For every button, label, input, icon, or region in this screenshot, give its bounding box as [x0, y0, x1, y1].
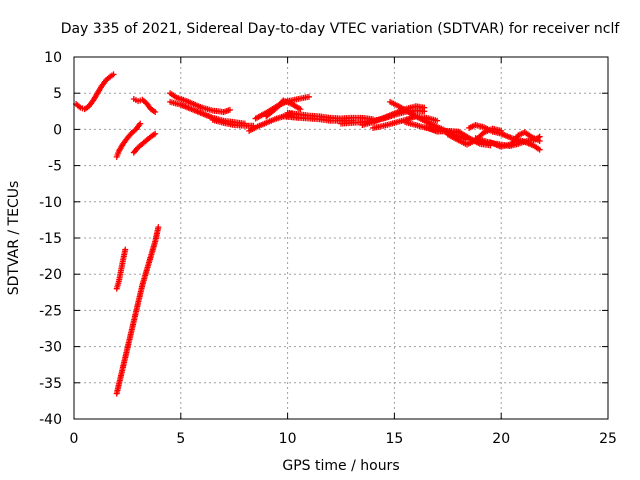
y-tick-label: -40: [39, 412, 62, 428]
y-tick-label: -15: [39, 231, 62, 247]
data-marker-plus: [226, 106, 233, 113]
data-marker-plus: [152, 109, 159, 116]
x-tick-label: 0: [70, 431, 79, 447]
y-tick-label: -5: [48, 159, 62, 175]
y-tick-label: -20: [39, 267, 62, 283]
data-marker-plus: [297, 106, 304, 113]
series-arc-12: [263, 97, 304, 120]
y-tick-labels: -40 -35 -30 -25 -20 -15 -10 -5 0 5 10: [39, 50, 62, 428]
data-marker-plus: [152, 130, 159, 137]
data-markers: [73, 71, 543, 397]
data-marker-plus: [122, 246, 129, 253]
data-marker-plus: [155, 224, 162, 231]
chart-title: Day 335 of 2021, Sidereal Day-to-day VTE…: [61, 21, 621, 37]
series-arc-3: [130, 130, 159, 156]
data-marker-plus: [536, 137, 543, 144]
data-marker-plus: [305, 93, 312, 100]
series-arc-5: [113, 246, 129, 292]
x-tick-label: 25: [599, 431, 617, 447]
y-axis-title: SDTVAR / TECUs: [6, 181, 22, 296]
y-tick-label: -10: [39, 195, 62, 211]
y-tick-label: 5: [53, 86, 62, 102]
data-marker-plus: [137, 120, 144, 127]
series-arc-2: [113, 120, 144, 160]
x-tick-label: 10: [279, 431, 297, 447]
x-tick-labels: 0 5 10 15 20 25: [70, 431, 617, 447]
series-arc-1: [73, 71, 117, 113]
data-marker-plus: [536, 146, 543, 153]
data-marker-plus: [434, 117, 441, 124]
data-marker-plus: [421, 104, 428, 111]
x-axis-title: GPS time / hours: [282, 458, 399, 474]
y-tick-label: -25: [39, 303, 62, 319]
y-tick-label: -30: [39, 340, 62, 356]
series-arc-4: [130, 95, 159, 116]
series-arc-9: [209, 116, 257, 129]
series-arc-6: [113, 224, 162, 397]
series-arc-10: [246, 110, 295, 134]
y-tick-label: 0: [53, 122, 62, 138]
y-tick-label: -35: [39, 376, 62, 392]
series-arc-7: [167, 90, 233, 116]
data-marker-plus: [110, 71, 117, 78]
x-tick-label: 20: [492, 431, 510, 447]
series-arc-24: [487, 129, 543, 150]
y-tick-label: 10: [44, 50, 62, 66]
x-tick-label: 15: [385, 431, 403, 447]
x-tick-label: 5: [176, 431, 185, 447]
plot-frame: [73, 56, 609, 420]
